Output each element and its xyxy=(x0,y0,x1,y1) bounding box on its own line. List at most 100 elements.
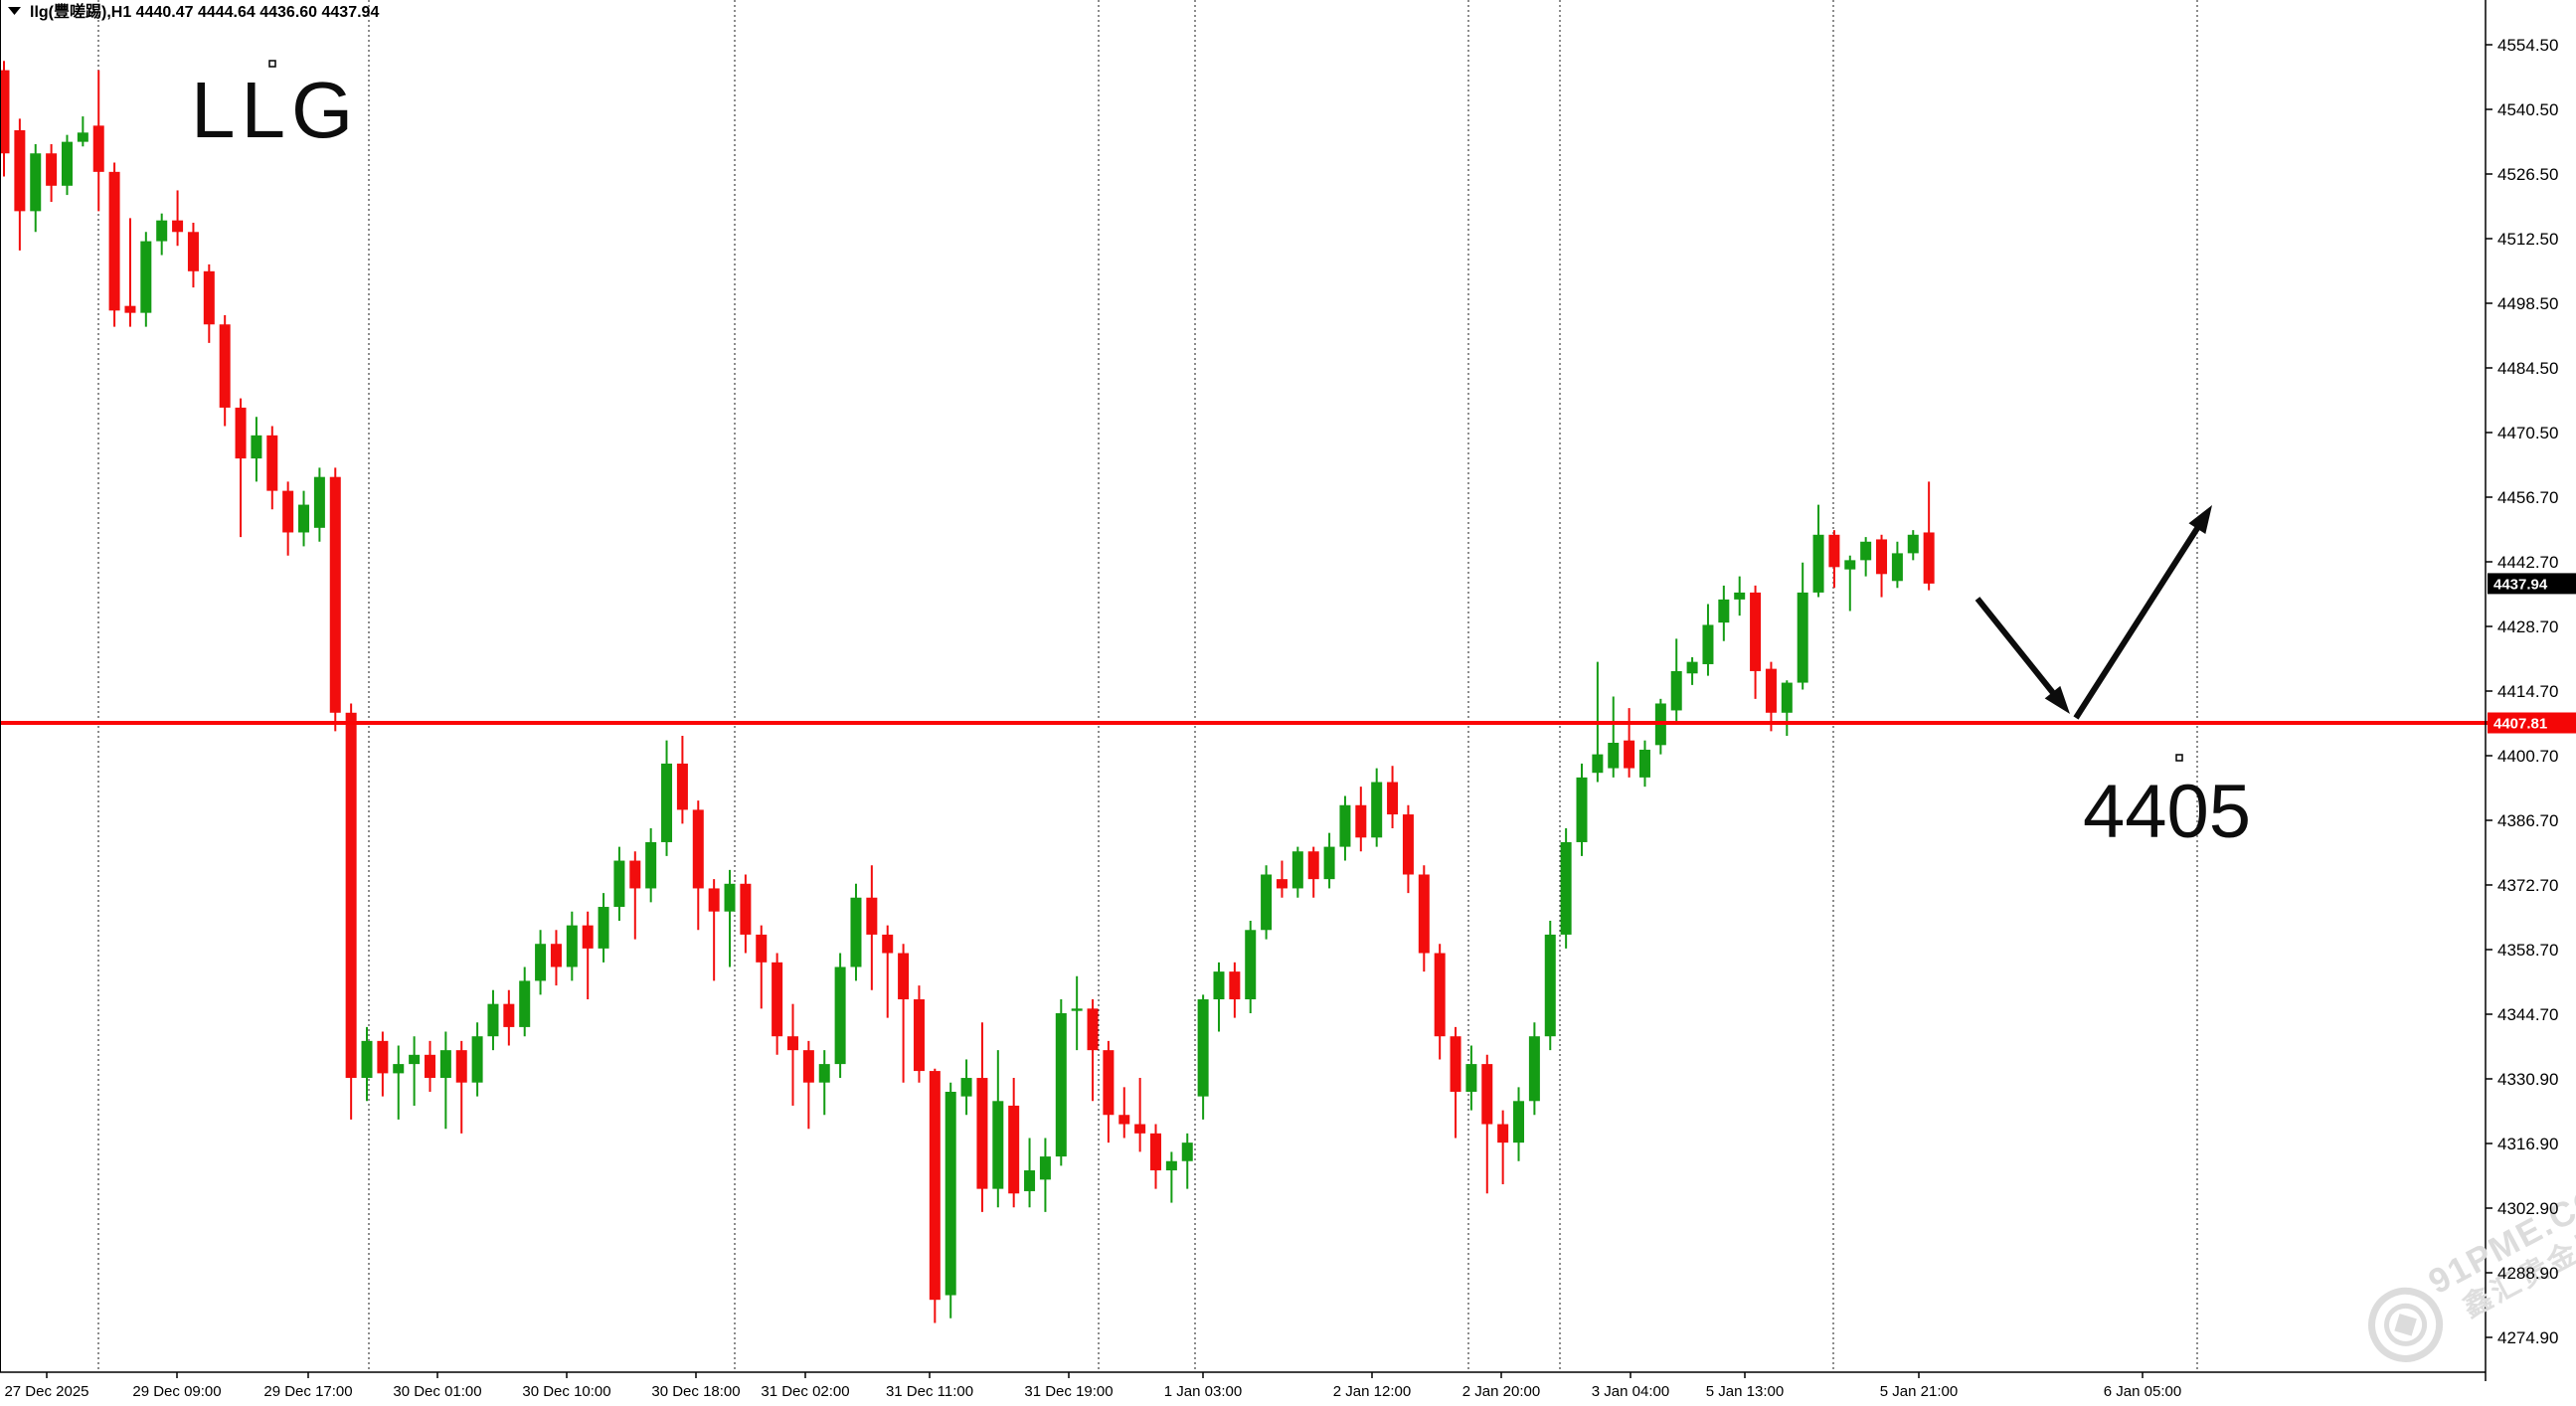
candle-body xyxy=(1860,541,1872,561)
candle-bull xyxy=(1245,920,1257,1013)
current-price-tag: 4437.94 xyxy=(2488,573,2576,595)
candle-bear xyxy=(108,162,120,327)
candle-body xyxy=(1513,1101,1525,1143)
candle-bull xyxy=(1323,832,1335,889)
candle-body xyxy=(455,1050,467,1083)
candle-bull xyxy=(1197,994,1209,1120)
candle-body xyxy=(1481,1064,1493,1125)
candle-bull xyxy=(1055,999,1067,1166)
candle-body xyxy=(929,1071,941,1301)
candle-bull xyxy=(1576,763,1588,856)
candle-bull xyxy=(61,134,73,196)
candle-body xyxy=(834,967,846,1065)
candle-bear xyxy=(1624,708,1635,778)
candle-bear xyxy=(124,218,136,327)
candle-bull xyxy=(645,828,657,903)
candle-bear xyxy=(1450,1026,1461,1139)
candle-body xyxy=(14,130,26,212)
candle-body xyxy=(203,270,215,325)
candle-bull xyxy=(613,846,625,921)
candle-bull xyxy=(487,989,499,1051)
candle-body xyxy=(108,171,120,311)
candle-bear xyxy=(913,985,925,1083)
candle-bull xyxy=(1702,604,1714,676)
candle-body xyxy=(471,1036,483,1083)
candle-body xyxy=(535,944,547,981)
candle-body xyxy=(1608,742,1620,769)
candle-body xyxy=(1450,1036,1461,1092)
candle-body xyxy=(1307,851,1319,880)
price-axis-label: 4316.90 xyxy=(2497,1135,2558,1153)
candle-bull xyxy=(1071,975,1083,1051)
candle-bear xyxy=(1481,1054,1493,1194)
candle-bull xyxy=(535,930,547,995)
target-price-text[interactable]: 4405 xyxy=(2083,770,2251,854)
candle-body xyxy=(1876,539,1888,575)
price-axis-label: 4498.50 xyxy=(2497,294,2558,313)
time-axis-label: 30 Dec 10:00 xyxy=(522,1383,610,1400)
candle-bull xyxy=(1465,1045,1477,1111)
candle-bear xyxy=(14,118,26,251)
price-axis-label: 4274.90 xyxy=(2497,1328,2558,1347)
candle-body xyxy=(692,809,704,889)
candle-body xyxy=(219,324,231,408)
symbol-annotation-text[interactable]: LLG xyxy=(191,66,359,154)
candle-bear xyxy=(1087,999,1099,1102)
candle-body xyxy=(1071,1008,1083,1011)
arrow-shaft xyxy=(1975,597,2059,699)
candle-bear xyxy=(1355,787,1367,852)
candle-bear xyxy=(1150,1124,1162,1189)
price-axis-label: 4428.70 xyxy=(2497,617,2558,636)
candle-body xyxy=(1323,846,1335,880)
candle-body xyxy=(1797,592,1808,683)
candle-bull xyxy=(1734,576,1746,616)
candle-bear xyxy=(172,190,184,247)
candle-body xyxy=(298,504,310,533)
candle-body xyxy=(409,1054,421,1065)
candle-bear xyxy=(46,143,58,203)
candle-bear xyxy=(1134,1078,1146,1152)
candle-body xyxy=(140,241,152,313)
candle-body xyxy=(1686,661,1698,674)
candle-bear xyxy=(345,703,357,1120)
trend-arrow[interactable] xyxy=(1975,597,2070,714)
candle-body xyxy=(613,860,625,908)
trend-arrow[interactable] xyxy=(2073,505,2212,720)
candle-body xyxy=(676,763,688,810)
candle-body xyxy=(629,860,641,889)
candle-body xyxy=(1844,560,1856,570)
candle-bull xyxy=(1213,962,1225,1032)
candle-bear xyxy=(0,61,10,177)
candle-body xyxy=(92,125,104,172)
candle-bear xyxy=(740,874,752,954)
svg-text:4437.94: 4437.94 xyxy=(2493,576,2548,593)
candle-bear xyxy=(1307,846,1319,898)
candle-body xyxy=(1229,971,1241,1000)
candle-bull xyxy=(140,232,152,327)
candle-bull xyxy=(1797,562,1808,690)
hline-price-tag: 4407.81 xyxy=(2488,712,2576,734)
candle-bull xyxy=(818,1050,830,1116)
candle-body xyxy=(1670,670,1682,711)
label-layer: 4554.50 4540.50 4526.50 4512.50 4498.50 4484.… xyxy=(4,36,2558,1400)
candle-bull xyxy=(1654,698,1666,755)
candle-body xyxy=(156,220,168,242)
candle-body xyxy=(1624,740,1635,769)
candle-bear xyxy=(1434,944,1446,1060)
candle-bull xyxy=(1291,846,1303,898)
price-axis-label: 4344.70 xyxy=(2497,1005,2558,1024)
price-axis-label: 4442.70 xyxy=(2497,553,2558,572)
price-axis-label: 4400.70 xyxy=(2497,747,2558,766)
candle-bull xyxy=(1261,865,1273,940)
arrow-layer[interactable] xyxy=(268,60,2212,762)
candle-body xyxy=(898,953,910,1000)
time-axis-label: 5 Jan 13:00 xyxy=(1706,1383,1784,1400)
candle-bear xyxy=(882,925,894,1018)
candle-body xyxy=(598,907,609,949)
candle-body xyxy=(1087,1008,1099,1051)
candle-bull xyxy=(1560,828,1572,949)
candle-bull xyxy=(1513,1087,1525,1161)
candle-bull xyxy=(1165,1151,1177,1203)
candle-body xyxy=(1276,879,1288,889)
